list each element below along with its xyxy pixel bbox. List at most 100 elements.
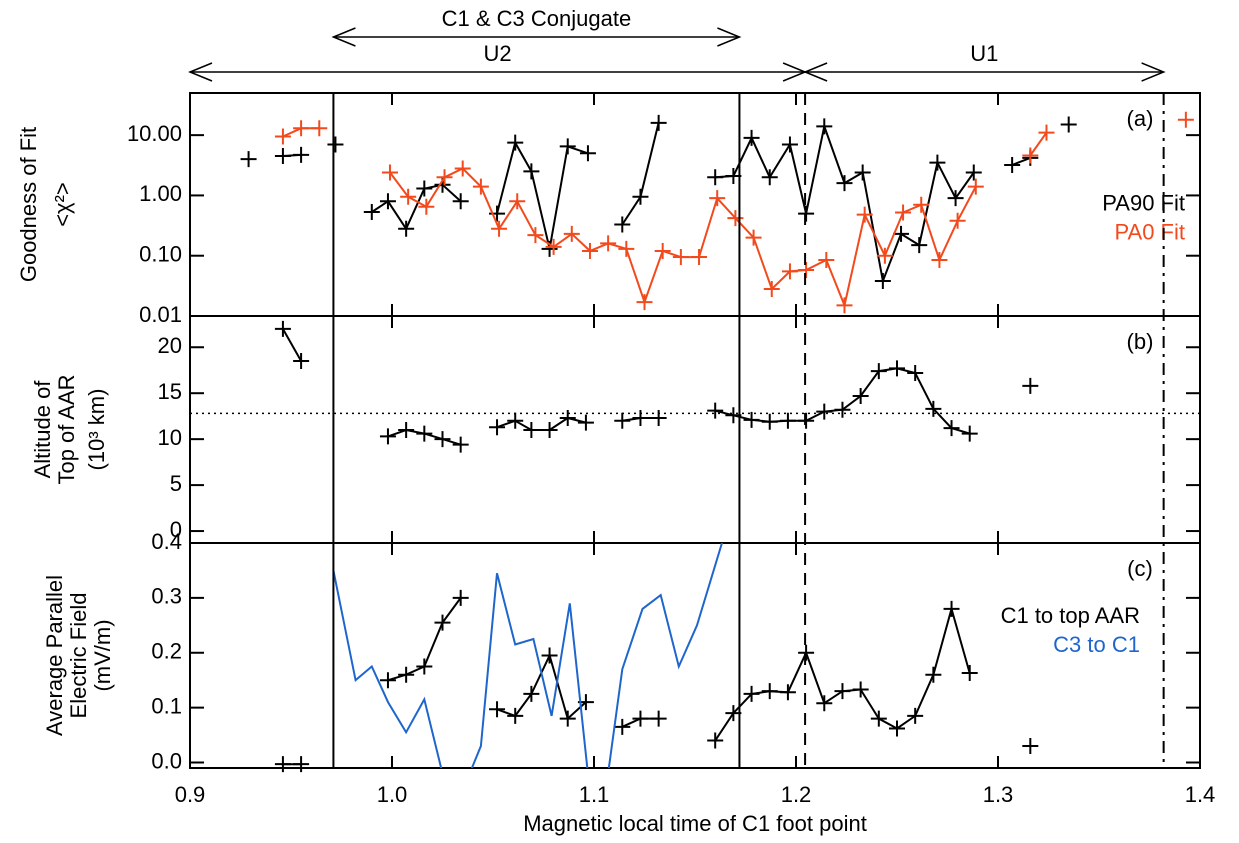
data-point (559, 410, 576, 427)
data-point (874, 273, 891, 290)
data-point (650, 710, 667, 727)
data-point (876, 247, 893, 264)
data-point (709, 190, 726, 207)
data-point (943, 420, 960, 437)
data-point (600, 235, 617, 252)
y-axis-label: Top of AAR (54, 374, 79, 484)
data-point (398, 421, 415, 438)
data-point (523, 163, 540, 180)
data-point (363, 204, 380, 221)
panel-label: (b) (1127, 329, 1154, 354)
data-point (798, 205, 815, 222)
data-point (545, 238, 562, 255)
data-point (632, 188, 649, 205)
data-point (761, 413, 778, 430)
legend-label: PA0 Fit (1114, 219, 1185, 244)
data-point (472, 178, 489, 195)
data-point (743, 129, 760, 146)
data-point (947, 190, 964, 207)
y-axis-label: Electric Field (66, 593, 91, 719)
data-point (654, 242, 671, 259)
data-point (691, 249, 708, 266)
x-tick-label: 1.3 (983, 782, 1014, 807)
data-point (379, 193, 396, 210)
data-point (293, 353, 310, 370)
y-axis-label: Average Parallel (42, 575, 67, 736)
data-point (632, 410, 649, 427)
data-point (965, 164, 982, 181)
data-point (763, 281, 780, 298)
data-point (632, 710, 649, 727)
y-tick-label: 0.01 (139, 302, 182, 327)
data-point (274, 128, 291, 145)
y-tick-label: 10.00 (127, 121, 182, 146)
data-point (577, 414, 594, 431)
data-point (400, 188, 417, 205)
data-point (381, 164, 398, 181)
data-point (579, 145, 596, 162)
data-point (454, 160, 471, 177)
plot-frame (189, 315, 1201, 544)
data-point (523, 685, 540, 702)
data-point (889, 720, 905, 737)
data-point (452, 589, 469, 606)
data-point (489, 701, 506, 718)
data-point (798, 412, 815, 429)
y-tick-label: 0.4 (151, 529, 182, 554)
data-point (523, 421, 540, 438)
data-point (893, 225, 910, 242)
span-label: U2 (483, 41, 511, 66)
y-tick-label: 1.00 (139, 181, 182, 206)
data-point (434, 614, 451, 631)
data-point (636, 294, 653, 311)
data-point (1022, 377, 1039, 394)
data-point (507, 412, 524, 429)
data-point (925, 400, 942, 417)
x-tick-label: 1.4 (1185, 782, 1216, 807)
data-point (240, 151, 257, 168)
data-point (907, 707, 924, 724)
data-point (1022, 738, 1039, 755)
data-point (416, 425, 433, 442)
data-point (398, 220, 415, 237)
data-point (398, 666, 415, 683)
plot-frame (189, 92, 1201, 317)
data-point (614, 412, 631, 429)
data-point (489, 419, 506, 436)
data-point (672, 249, 689, 266)
data-point (856, 206, 873, 223)
data-point (707, 169, 724, 186)
data-point (614, 718, 631, 735)
y-tick-label: 0 (170, 517, 182, 542)
data-point (707, 732, 724, 749)
data-point (852, 387, 869, 404)
data-point (743, 685, 760, 702)
panel-label: (c) (1127, 556, 1153, 581)
y-axis-label: (10³ km) (84, 389, 109, 471)
data-point (943, 600, 960, 617)
data-point (816, 403, 833, 420)
data-point (761, 169, 778, 186)
data-point (931, 251, 948, 268)
series-line (332, 543, 724, 768)
data-point (416, 180, 433, 197)
data-point (961, 425, 978, 442)
data-point (798, 261, 815, 278)
data-point (541, 421, 558, 438)
data-point (650, 410, 667, 427)
data-point (274, 756, 291, 773)
data-point (911, 237, 928, 254)
y-tick-label: 0.2 (151, 639, 182, 664)
data-point (416, 658, 433, 675)
y-axis-label: Goodness of Fit (16, 127, 41, 282)
data-point (779, 684, 796, 701)
data-point (895, 204, 912, 221)
data-point (870, 363, 887, 380)
data-point (727, 210, 744, 227)
data-point (379, 672, 396, 689)
plot-frame (189, 542, 1201, 769)
data-point (434, 431, 451, 448)
data-point (707, 402, 724, 419)
data-point (836, 297, 853, 314)
